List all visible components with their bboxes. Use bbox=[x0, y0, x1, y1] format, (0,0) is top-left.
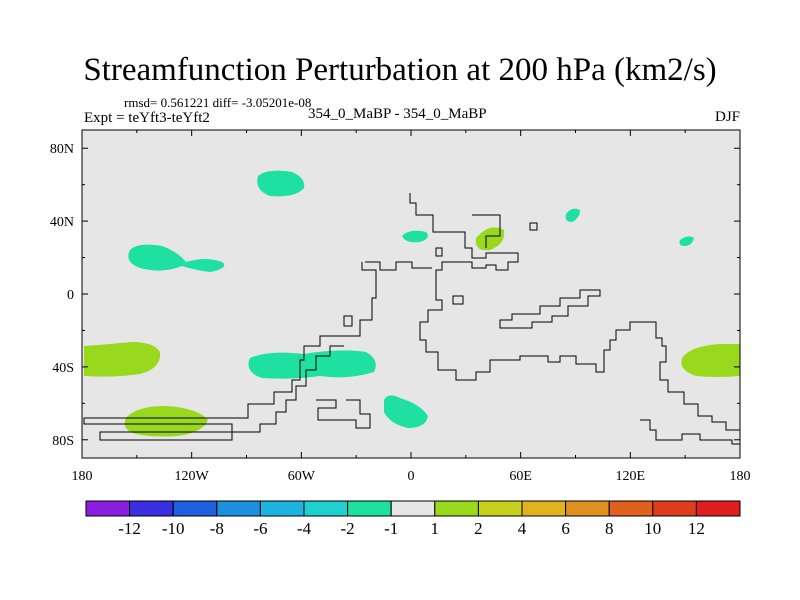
x-tick-label: 60W bbox=[288, 469, 316, 484]
coastlines bbox=[83, 193, 740, 445]
colorbar-swatch bbox=[259, 500, 305, 517]
colorbar-swatch bbox=[652, 500, 697, 517]
coastline-americas bbox=[83, 262, 377, 441]
colorbar-swatch bbox=[434, 500, 479, 517]
coastline-islands bbox=[343, 222, 538, 327]
colorbar-label: -10 bbox=[162, 519, 185, 538]
experiment-label: Expt = teYft3-teYft2 bbox=[84, 110, 210, 126]
season-label: DJF bbox=[714, 109, 740, 125]
region-southern-ocean-positive bbox=[124, 406, 208, 437]
region-central-asia-positive bbox=[475, 227, 505, 251]
colorbar-label: 4 bbox=[518, 519, 527, 538]
y-tick-label: 0 bbox=[67, 288, 74, 303]
colorbar-label: -1 bbox=[384, 519, 398, 538]
coastline-north-africa bbox=[472, 214, 501, 248]
coastline-europe bbox=[365, 261, 432, 271]
colorbar-label: -4 bbox=[297, 519, 312, 538]
colorbar-swatch bbox=[608, 500, 654, 517]
contour-regions bbox=[84, 170, 740, 437]
colorbar: -12 -10 -8 -6 -4 -2 -1 1 2 4 6 8 10 12 bbox=[85, 500, 741, 538]
colorbar-swatch bbox=[695, 500, 741, 517]
colorbar-label: -12 bbox=[118, 519, 141, 538]
case-label: 354_0_MaBP - 354_0_MaBP bbox=[308, 106, 487, 122]
colorbar-label: -6 bbox=[253, 519, 267, 538]
colorbar-label: 8 bbox=[605, 519, 614, 538]
region-south-america-negative bbox=[248, 350, 376, 379]
coastline-indonesia bbox=[499, 289, 601, 329]
x-tick-label: 120E bbox=[616, 469, 646, 484]
colorbar-label: 10 bbox=[644, 519, 661, 538]
x-tick-label: 120W bbox=[175, 469, 210, 484]
x-tick-label: 180 bbox=[72, 469, 93, 484]
colorbar-label: 12 bbox=[688, 519, 705, 538]
colorbar-swatch bbox=[216, 500, 261, 517]
colorbar-swatch bbox=[390, 500, 436, 517]
coastline-africa-eurasia bbox=[409, 193, 740, 431]
chart-title: Streamfunction Perturbation at 200 hPa (… bbox=[83, 52, 717, 88]
x-tick-label: 0 bbox=[408, 469, 415, 484]
colorbar-swatch bbox=[85, 500, 131, 517]
colorbar-swatch bbox=[565, 500, 610, 517]
colorbar-label: 2 bbox=[474, 519, 483, 538]
axis-ticks bbox=[81, 130, 741, 458]
stats-label: rmsd= 0.561221 diff= -3.05201e-08 bbox=[124, 95, 312, 110]
colorbar-swatch bbox=[477, 500, 523, 517]
colorbar-swatch bbox=[521, 500, 567, 517]
region-north-pacific-negative bbox=[128, 244, 225, 272]
region-north-atlantic-negative bbox=[257, 170, 305, 197]
coastline-south-america-tip bbox=[316, 399, 371, 429]
y-tick-label: 80S bbox=[52, 434, 74, 449]
colorbar-swatch bbox=[172, 500, 218, 517]
colorbar-swatch bbox=[347, 500, 392, 517]
colorbar-label: 6 bbox=[561, 519, 570, 538]
colorbar-label: -2 bbox=[341, 519, 355, 538]
y-tick-label: 80N bbox=[50, 142, 74, 157]
region-east-asia-negative bbox=[565, 208, 580, 222]
y-tick-label: 40S bbox=[52, 361, 74, 376]
colorbar-swatch bbox=[303, 500, 349, 517]
y-tick-label: 40N bbox=[50, 215, 74, 230]
region-europe-negative bbox=[402, 230, 428, 243]
axis-tick-labels: 180 120W 60W 0 60E 120E 180 80N 40N 0 40S 80S bbox=[50, 142, 751, 484]
x-tick-label: 60E bbox=[509, 469, 532, 484]
x-tick-label: 180 bbox=[730, 469, 751, 484]
coastline-australia bbox=[640, 419, 740, 445]
region-south-pacific-positive bbox=[84, 342, 161, 377]
colorbar-swatch bbox=[129, 500, 174, 517]
region-south-atlantic-negative bbox=[384, 395, 428, 428]
region-south-pacific-east-positive bbox=[681, 344, 740, 377]
plot-area: 180 120W 60W 0 60E 120E 180 80N 40N 0 40S 80S bbox=[50, 129, 751, 484]
colorbar-label: -8 bbox=[210, 519, 224, 538]
colorbar-label: 1 bbox=[431, 519, 440, 538]
region-north-pacific-east-negative bbox=[679, 236, 694, 246]
